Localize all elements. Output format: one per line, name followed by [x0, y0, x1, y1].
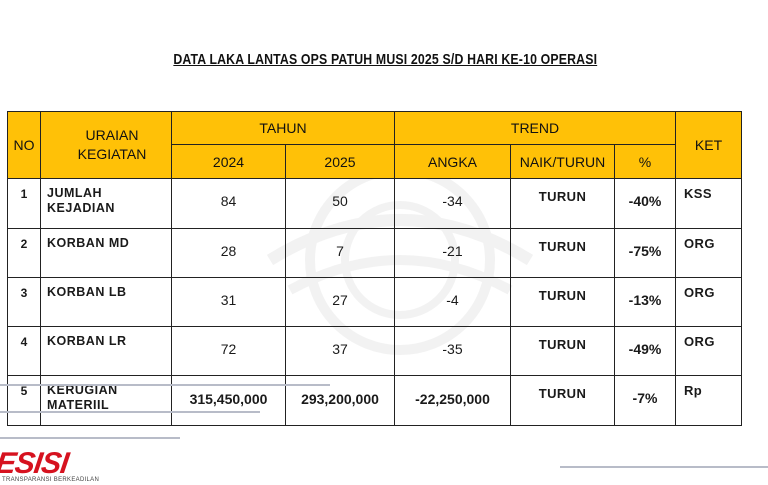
- header-uraian: URAIAN KEGIATAN: [40, 111, 172, 179]
- cell-2024: 84: [171, 178, 286, 229]
- cell-2024: 315,450,000: [171, 375, 286, 426]
- cell-pct: -13%: [613, 277, 677, 327]
- header-percent: %: [613, 144, 677, 179]
- table-row: 5 KERUGIAN MATERIIL 315,450,000 293,200,…: [7, 375, 743, 426]
- cell-uraian: KORBAN LB: [40, 277, 172, 327]
- table-row: 2 KORBAN MD 28 7 -21 TURUN -75% ORG: [7, 228, 743, 278]
- accident-data-table: NO URAIAN KEGIATAN TAHUN TREND KET 2024 …: [7, 111, 743, 426]
- cell-2025: 50: [285, 178, 395, 229]
- cell-no: 5: [7, 375, 41, 426]
- cell-trend: TURUN: [510, 375, 615, 426]
- header-trend: TREND: [393, 111, 677, 145]
- cell-uraian: KORBAN LR: [40, 326, 172, 376]
- table-row: 1 JUMLAH KEJADIAN 84 50 -34 TURUN -40% K…: [7, 178, 743, 229]
- cell-uraian: KERUGIAN MATERIIL: [40, 375, 172, 426]
- cell-2025: 27: [285, 277, 395, 327]
- cell-uraian: JUMLAH KEJADIAN: [40, 178, 172, 229]
- header-naik-turun: NAIK/TURUN: [510, 144, 615, 179]
- cell-ket: ORG: [675, 277, 743, 327]
- footer-stripe: [0, 384, 330, 386]
- cell-2024: 72: [171, 326, 286, 376]
- header-angka: ANGKA: [394, 144, 511, 179]
- header-ket: KET: [675, 111, 743, 179]
- footer-stripe: [0, 411, 260, 413]
- cell-2025: 7: [285, 228, 395, 278]
- cell-uraian: KORBAN MD: [40, 228, 172, 278]
- cell-pct: -49%: [613, 326, 677, 376]
- cell-2024: 28: [171, 228, 286, 278]
- cell-pct: -40%: [613, 178, 677, 229]
- cell-pct: -75%: [613, 228, 677, 278]
- table-row: 4 KORBAN LR 72 37 -35 TURUN -49% ORG: [7, 326, 743, 376]
- cell-angka: -21: [394, 228, 511, 278]
- header-no: NO: [7, 111, 41, 179]
- page-title: DATA LAKA LANTAS OPS PATUH MUSI 2025 S/D…: [173, 51, 598, 68]
- cell-ket: ORG: [675, 326, 743, 376]
- cell-no: 4: [7, 326, 41, 376]
- cell-trend: TURUN: [510, 277, 615, 327]
- cell-pct: -7%: [613, 375, 677, 426]
- cell-ket: Rp: [675, 375, 743, 426]
- cell-angka: -34: [394, 178, 511, 229]
- footer-stripe: [0, 437, 180, 439]
- footer-tagline: TRANSPARANSI BERKEADILAN: [2, 477, 100, 483]
- cell-angka: -4: [394, 277, 511, 327]
- cell-2024: 31: [171, 277, 286, 327]
- cell-ket: KSS: [675, 178, 743, 229]
- cell-ket: ORG: [675, 228, 743, 278]
- cell-trend: TURUN: [510, 228, 615, 278]
- table-row: 3 KORBAN LB 31 27 -4 TURUN -13% ORG: [7, 277, 743, 327]
- cell-no: 1: [7, 178, 41, 229]
- cell-angka: -35: [394, 326, 511, 376]
- cell-no: 2: [7, 228, 41, 278]
- header-2024: 2024: [171, 144, 286, 179]
- cell-trend: TURUN: [510, 178, 615, 229]
- footer-stripe: [560, 466, 768, 468]
- cell-no: 3: [7, 277, 41, 327]
- presisi-logo: ESISI: [0, 447, 71, 480]
- cell-trend: TURUN: [510, 326, 615, 376]
- cell-2025: 37: [285, 326, 395, 376]
- cell-2025: 293,200,000: [285, 375, 395, 426]
- header-2025: 2025: [285, 144, 395, 179]
- header-tahun: TAHUN: [171, 111, 395, 145]
- cell-angka: -22,250,000: [394, 375, 511, 426]
